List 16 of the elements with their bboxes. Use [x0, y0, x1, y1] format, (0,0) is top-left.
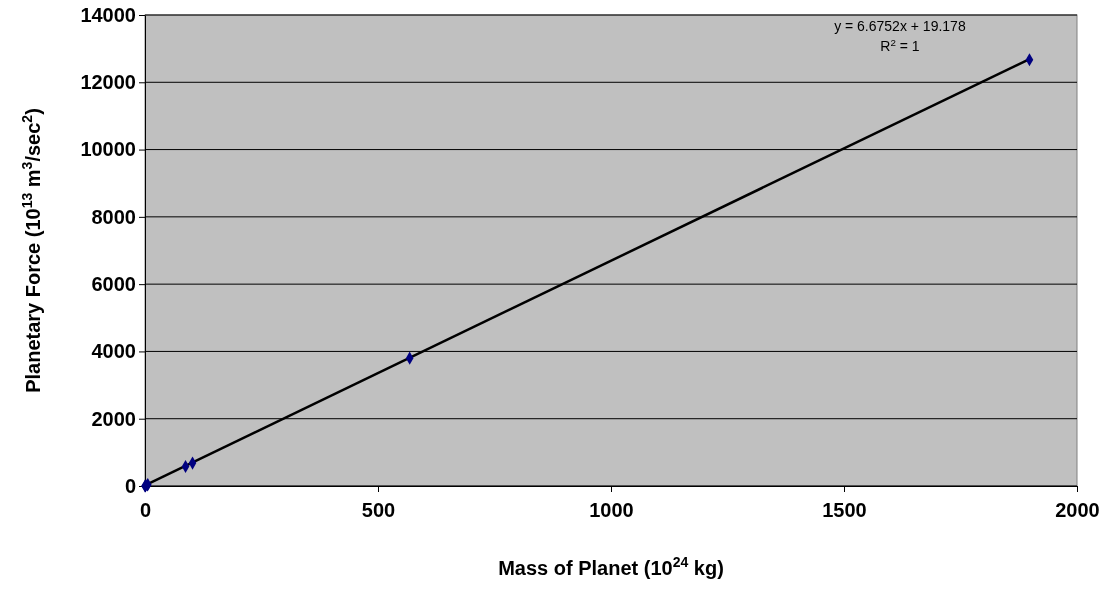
y-tick-label: 14000: [80, 3, 136, 26]
x-tick-label: 1000: [589, 499, 634, 521]
x-tick-label: 2000: [1055, 499, 1100, 521]
x-tick-label: 500: [361, 499, 396, 521]
x-tick-label: 1500: [822, 499, 867, 521]
y-tick-label: 8000: [91, 205, 136, 228]
y-tick-label: 10000: [80, 138, 136, 161]
y-tick-label: 0: [124, 474, 136, 497]
y-tick-label: 6000: [91, 273, 136, 296]
x-tick-label: 0: [139, 499, 152, 521]
x-axis-title: Mass of Planet (10$^{24}$ kg): [498, 554, 724, 579]
y-tick-label: 4000: [91, 340, 136, 363]
y-tick-label: 2000: [91, 407, 136, 430]
y-tick-label: 12000: [80, 71, 136, 94]
annotation: R$^{2}$ = 1: [880, 36, 920, 54]
annotation: y = 6.6752x + 19.178: [834, 18, 966, 34]
